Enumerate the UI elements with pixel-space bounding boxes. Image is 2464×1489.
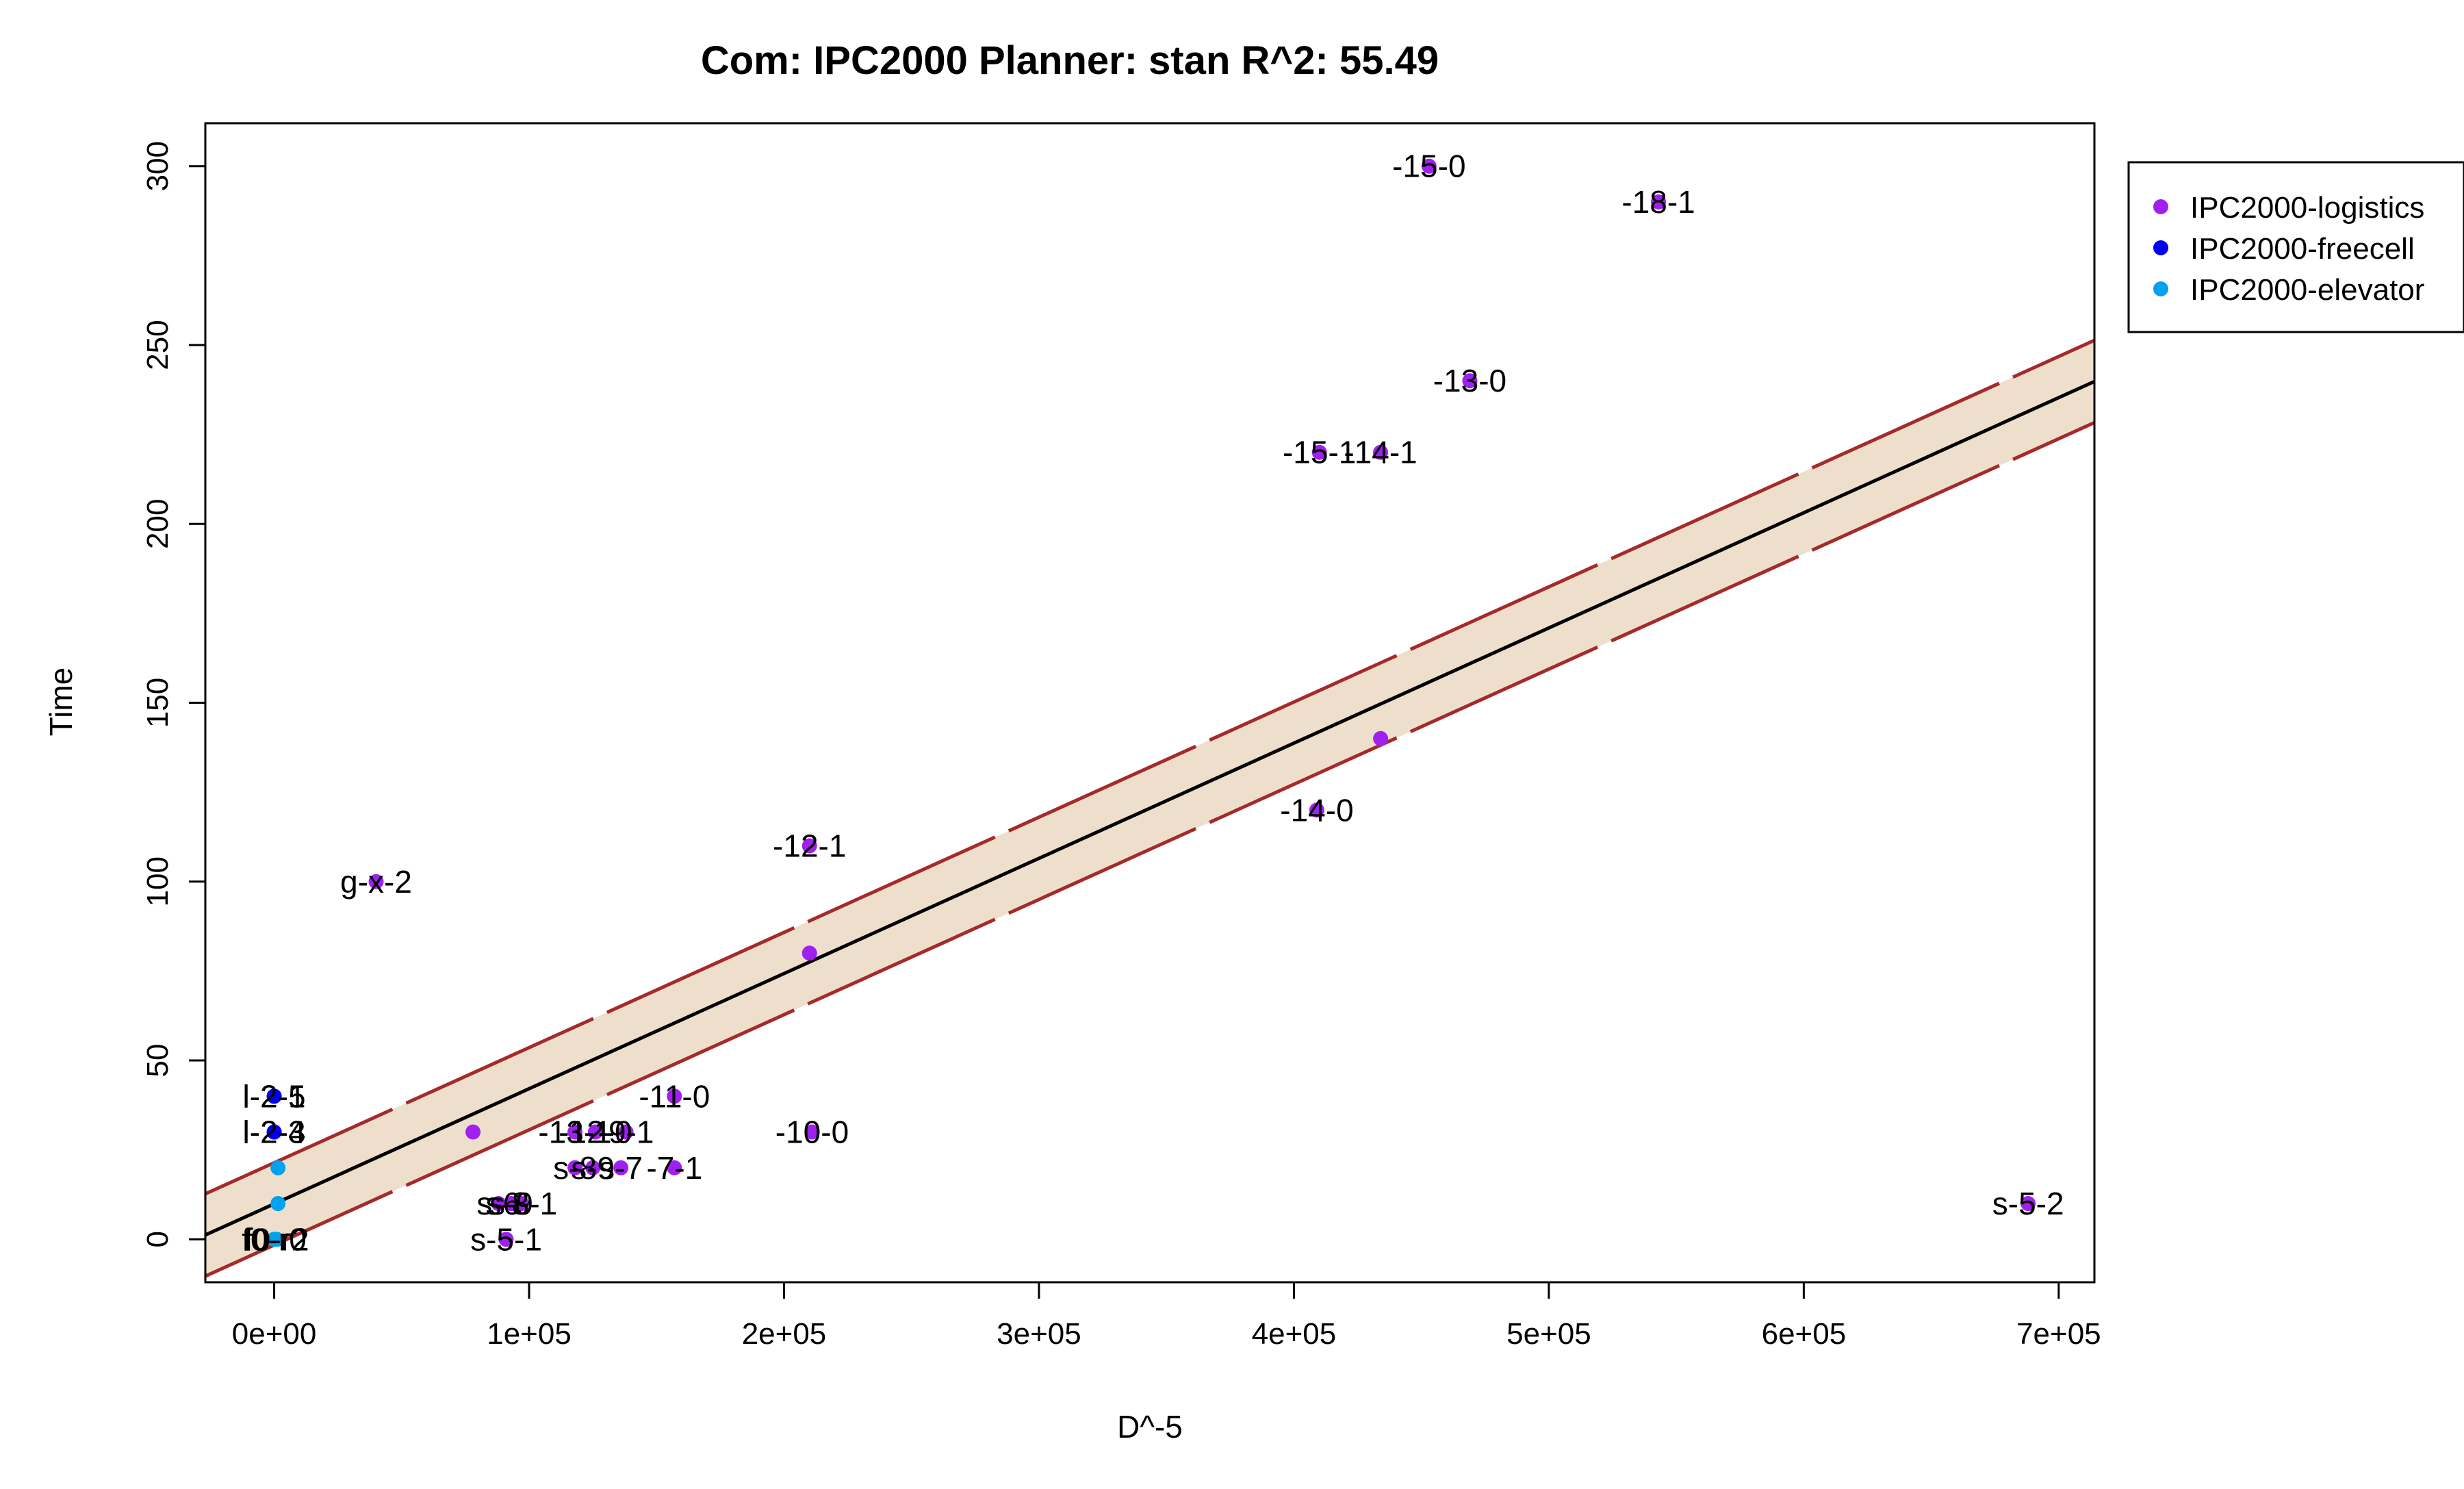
x-tick-label-6: 6e+05 — [1762, 1317, 1847, 1351]
point-label-3: -15-1 — [1283, 435, 1356, 470]
data-point-12 — [804, 1124, 820, 1140]
data-point-1 — [1651, 194, 1667, 209]
point-label-2: -13-0 — [1433, 363, 1506, 398]
point-label-7: -12-1 — [773, 828, 846, 864]
y-tick-label-5: 250 — [141, 320, 175, 370]
data-point-3 — [1311, 444, 1327, 460]
legend-label-0: IPC2000-logistics — [2190, 191, 2424, 225]
point-label-28: l-2-4 — [243, 1115, 306, 1150]
legend-box — [2127, 161, 2464, 333]
plot-area: -15-0 -18-1 -13-0 -15-1-14-1 -14-0 -12-1 g-x-2… — [205, 149, 2094, 1278]
data-point-7 — [801, 838, 817, 854]
data-point-23 — [498, 1232, 514, 1247]
legend: IPC2000-logistics IPC2000-freecell IPC2000… — [2127, 161, 2464, 333]
data-point-17 — [585, 1160, 601, 1175]
x-axis-label: D^-5 — [1117, 1409, 1183, 1445]
y-tick-label-6: 300 — [141, 141, 175, 191]
point-label-0: -15-0 — [1392, 149, 1465, 184]
y-tick-label-2: 100 — [141, 856, 175, 906]
point-label-4: -14-1 — [1344, 435, 1417, 470]
point-label-31: f0-r0 — [242, 1221, 307, 1257]
legend-label-1: IPC2000-freecell — [2190, 232, 2415, 266]
point-label-1: -18-1 — [1621, 184, 1695, 220]
lower-band-line — [205, 421, 2094, 1278]
y-tick-label-4: 200 — [141, 499, 175, 549]
x-tick-label-2: 2e+05 — [742, 1317, 827, 1351]
data-point-10 — [465, 1124, 481, 1140]
data-point-14 — [587, 1124, 603, 1140]
data-point-2 — [1462, 373, 1478, 389]
data-point-16 — [567, 1160, 583, 1175]
point-label-6: -14-0 — [1280, 792, 1353, 828]
data-point-18 — [613, 1160, 629, 1175]
data-point-15 — [618, 1124, 634, 1140]
plot-clip-group — [205, 158, 2094, 1278]
legend-marker-2 — [2153, 281, 2168, 296]
point-label-12: -10-0 — [775, 1115, 849, 1150]
point-label-11: -11-0 — [639, 1078, 710, 1114]
point-label-25: l-2-5 — [243, 1078, 306, 1114]
y-tick-label-3: 150 — [141, 678, 175, 728]
point-label-16: s-8 — [553, 1150, 597, 1186]
point-label-17: s-9 — [571, 1150, 615, 1186]
x-tick-label-1: 1e+05 — [487, 1317, 572, 1351]
regression-line — [205, 379, 2094, 1237]
data-point-11 — [667, 1089, 682, 1104]
x-tick-label-4: 4e+05 — [1252, 1317, 1337, 1351]
point-label-9: g-x-2 — [340, 864, 412, 900]
point-label-18: s-7 — [599, 1150, 643, 1186]
legend-marker-1 — [2153, 240, 2168, 255]
data-point-28 — [266, 1124, 282, 1140]
point-label-21: s-9 — [489, 1186, 533, 1221]
chart-title: Com: IPC2000 Planner: stan R^2: 55.49 — [701, 38, 1439, 83]
point-label-32: f0-r2 — [244, 1221, 309, 1257]
data-point-30 — [270, 1196, 286, 1212]
data-point-22 — [513, 1196, 529, 1212]
point-label-13: -13-1 — [538, 1115, 611, 1150]
x-tick-label-0: 0e+00 — [232, 1317, 317, 1351]
data-point-29 — [270, 1160, 286, 1175]
legend-label-2: IPC2000-elevator — [2190, 273, 2424, 307]
upper-band-line — [205, 338, 2094, 1196]
point-label-23: s-5-1 — [470, 1221, 542, 1257]
data-point-19 — [667, 1160, 682, 1175]
point-label-24: s-5-2 — [1992, 1186, 2064, 1221]
point-label-14: -12-0 — [559, 1115, 632, 1150]
y-tick-label-1: 50 — [141, 1044, 175, 1078]
data-point-8 — [801, 945, 817, 961]
data-point-13 — [567, 1124, 583, 1140]
point-label-15: -9-1 — [598, 1115, 654, 1150]
point-label-20: s-6 — [476, 1186, 520, 1221]
data-point-24 — [2020, 1196, 2036, 1212]
axes: 0e+00 1e+05 2e+05 3e+05 4e+05 5e+05 6e+05 7e+05… — [141, 122, 2101, 1351]
data-point-6 — [1309, 802, 1324, 818]
data-point-0 — [1421, 158, 1437, 174]
data-point-9 — [368, 874, 384, 889]
data-point-5 — [1373, 730, 1389, 746]
legend-marker-0 — [2153, 199, 2168, 214]
y-axis-label: Time — [43, 667, 79, 737]
point-label-26: l-2-1 — [243, 1078, 306, 1114]
data-point-20 — [491, 1196, 506, 1212]
data-point-26 — [266, 1089, 282, 1104]
point-label-19: -7-1 — [646, 1150, 702, 1186]
x-tick-label-7: 7e+05 — [2016, 1317, 2101, 1351]
point-label-22: s-8-1 — [485, 1186, 557, 1221]
y-tick-label-0: 0 — [141, 1231, 175, 1247]
data-point-4 — [1373, 444, 1389, 460]
data-point-32 — [269, 1232, 285, 1247]
point-label-27: l-2-3 — [243, 1115, 306, 1150]
x-tick-label-5: 5e+05 — [1506, 1317, 1591, 1351]
x-tick-label-3: 3e+05 — [997, 1317, 1081, 1351]
